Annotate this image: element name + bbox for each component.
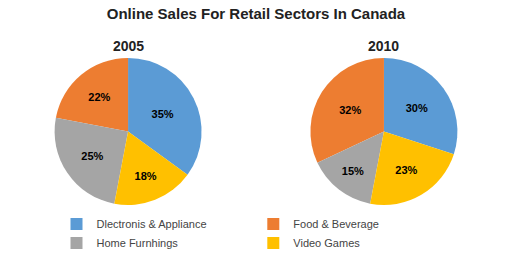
svg-text:25%: 25% xyxy=(81,150,103,162)
svg-text:Online Sales For Retail Sector: Online Sales For Retail Sectors In Canad… xyxy=(107,5,406,22)
svg-text:22%: 22% xyxy=(88,91,110,103)
svg-text:2010: 2010 xyxy=(368,38,399,54)
svg-text:Video Games: Video Games xyxy=(293,237,360,249)
svg-text:35%: 35% xyxy=(152,108,174,120)
svg-text:Home Furnhings: Home Furnhings xyxy=(97,237,179,249)
svg-text:15%: 15% xyxy=(342,165,364,177)
svg-text:2005: 2005 xyxy=(113,38,144,54)
svg-text:18%: 18% xyxy=(135,170,157,182)
svg-text:Dlectronis & Appliance: Dlectronis & Appliance xyxy=(97,218,207,230)
svg-text:23%: 23% xyxy=(395,164,417,176)
svg-text:32%: 32% xyxy=(339,104,361,116)
svg-text:30%: 30% xyxy=(406,102,428,114)
svg-text:Food & Beverage: Food & Beverage xyxy=(293,218,379,230)
